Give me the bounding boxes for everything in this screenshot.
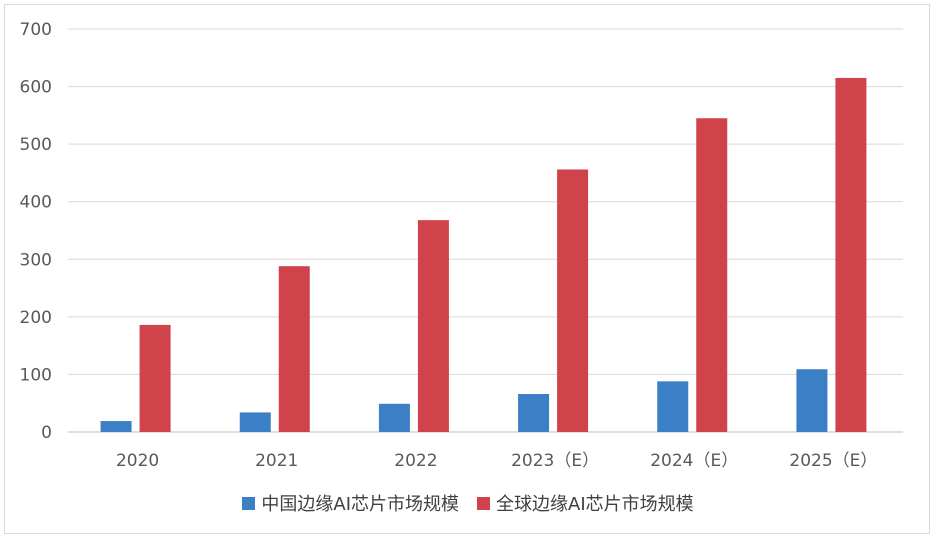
legend: 中国边缘AI芯片市场规模 全球边缘AI芯片市场规模 xyxy=(0,490,936,516)
legend-label-global: 全球边缘AI芯片市场规模 xyxy=(496,494,694,515)
bar-china-2025 xyxy=(796,369,828,432)
bar-china-2022 xyxy=(378,403,410,432)
bar-china-2023 xyxy=(518,394,550,432)
bar-global-2021 xyxy=(278,266,310,432)
bars xyxy=(100,77,867,432)
x-tick-label: 2024（E） xyxy=(650,451,738,471)
legend-item-china: 中国边缘AI芯片市场规模 xyxy=(242,490,459,516)
gridlines xyxy=(68,28,903,433)
y-tick-label: 100 xyxy=(20,365,52,385)
y-tick-label: 200 xyxy=(20,308,52,328)
legend-item-global: 全球边缘AI芯片市场规模 xyxy=(477,490,694,516)
chart-frame xyxy=(4,4,930,534)
x-tick-label: 2022 xyxy=(394,451,437,471)
x-tick-label: 2021 xyxy=(255,451,298,471)
x-axis-ticks: 2020 2021 2022 2023（E） 2024（E） 2025（E） xyxy=(116,451,877,471)
y-tick-label: 300 xyxy=(20,250,52,270)
x-tick-label: 2023（E） xyxy=(511,451,599,471)
y-tick-label: 500 xyxy=(20,135,52,155)
y-tick-label: 600 xyxy=(20,78,52,98)
bar-china-2024 xyxy=(657,381,689,432)
y-tick-label: 700 xyxy=(20,20,52,40)
bar-china-2021 xyxy=(239,412,271,432)
bar-global-2022 xyxy=(417,220,449,432)
bar-global-2025 xyxy=(835,77,867,432)
legend-swatch-global xyxy=(477,496,490,510)
legend-swatch-china xyxy=(242,496,256,510)
y-tick-label: 0 xyxy=(41,423,52,443)
x-tick-label: 2025（E） xyxy=(789,451,877,471)
bar-china-2020 xyxy=(100,421,132,432)
y-axis-ticks: 0 100 200 300 400 500 600 700 xyxy=(20,20,52,443)
bar-global-2020 xyxy=(139,324,171,432)
y-tick-label: 400 xyxy=(20,193,52,213)
x-tick-label: 2020 xyxy=(116,451,159,471)
legend-label-china: 中国边缘AI芯片市场规模 xyxy=(261,494,459,515)
bar-global-2024 xyxy=(696,118,728,432)
bar-global-2023 xyxy=(557,169,589,432)
